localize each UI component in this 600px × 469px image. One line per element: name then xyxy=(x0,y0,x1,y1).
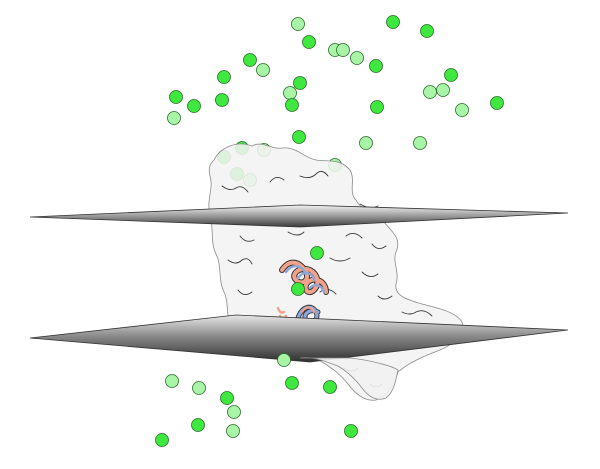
ion-sphere xyxy=(444,68,458,82)
ion-sphere xyxy=(283,86,297,100)
ion-sphere xyxy=(277,353,291,367)
ion-sphere xyxy=(293,76,307,90)
ion-group-front xyxy=(155,246,358,447)
ion-sphere xyxy=(227,405,241,419)
ion-sphere xyxy=(350,51,364,65)
ion-sphere xyxy=(344,424,358,438)
ion-sphere xyxy=(292,130,306,144)
ion-sphere xyxy=(215,93,229,107)
ion-sphere xyxy=(359,136,373,150)
ion-sphere xyxy=(436,83,450,97)
ion-sphere xyxy=(336,43,350,57)
ion-sphere xyxy=(256,63,270,77)
ion-sphere xyxy=(285,98,299,112)
ion-sphere xyxy=(243,53,257,67)
ion-sphere xyxy=(302,35,316,49)
ion-sphere xyxy=(423,85,437,99)
ion-sphere xyxy=(220,391,234,405)
ion-sphere xyxy=(169,90,183,104)
ion-sphere xyxy=(285,376,299,390)
ion-sphere xyxy=(370,100,384,114)
membrane-plane-top xyxy=(29,204,569,228)
ion-sphere xyxy=(226,424,240,438)
ion-sphere xyxy=(413,136,427,150)
ion-sphere xyxy=(192,381,206,395)
ion-sphere xyxy=(310,246,324,260)
ion-sphere xyxy=(490,96,504,110)
ion-sphere xyxy=(369,59,383,73)
ion-sphere xyxy=(386,15,400,29)
ion-sphere xyxy=(191,418,205,432)
ion-sphere xyxy=(420,24,434,38)
ion-sphere xyxy=(165,374,179,388)
ion-sphere xyxy=(187,99,201,113)
ion-sphere xyxy=(323,380,337,394)
ion-sphere xyxy=(217,70,231,84)
ion-sphere xyxy=(455,103,469,117)
ion-sphere xyxy=(291,17,305,31)
ion-sphere xyxy=(155,433,169,447)
ion-sphere xyxy=(167,111,181,125)
protein-surface-lower xyxy=(299,357,399,400)
ion-sphere xyxy=(291,282,305,296)
membrane-plane-bottom xyxy=(29,314,569,363)
